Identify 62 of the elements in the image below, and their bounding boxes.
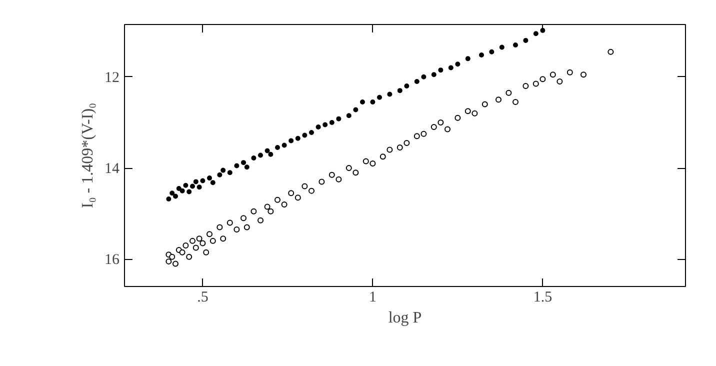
point: [275, 145, 280, 150]
point: [251, 156, 256, 160]
point: [479, 52, 484, 58]
point: [241, 160, 246, 166]
point: [489, 49, 494, 54]
point: [329, 120, 334, 125]
point: [234, 163, 240, 168]
point: [193, 179, 198, 184]
x-tick-label: 1: [368, 290, 376, 306]
x-axis-title: log P: [388, 310, 422, 326]
point: [217, 172, 222, 178]
point: [166, 196, 172, 202]
point: [513, 42, 518, 48]
point: [302, 132, 308, 138]
point: [387, 92, 392, 97]
point: [360, 99, 365, 104]
point: [227, 170, 232, 176]
point: [180, 188, 185, 194]
point: [448, 65, 454, 70]
point: [523, 38, 528, 43]
point: [207, 176, 212, 181]
point: [268, 152, 274, 157]
point: [404, 84, 410, 89]
y-tick-label: 14: [104, 161, 120, 178]
point: [190, 184, 195, 189]
point: [173, 194, 178, 199]
point: [170, 190, 175, 196]
y-tick-label: 16: [104, 252, 120, 268]
point: [288, 138, 294, 144]
point: [533, 31, 538, 36]
point: [220, 168, 226, 173]
point: [414, 78, 420, 84]
point: [370, 99, 376, 104]
point: [200, 178, 206, 184]
point: [336, 116, 342, 122]
point: [431, 72, 436, 78]
point: [322, 122, 328, 128]
point: [244, 164, 250, 170]
x-tick-label: .5: [197, 290, 208, 306]
y-tick-label: 12: [104, 70, 120, 86]
y-axis-title: I₀ - 1.409*(V-I)₀: [80, 102, 96, 208]
point: [353, 107, 358, 112]
point: [282, 142, 287, 148]
point: [176, 186, 182, 192]
point: [377, 94, 382, 100]
point: [264, 148, 270, 154]
point: [316, 124, 321, 130]
point: [196, 184, 202, 190]
point: [183, 182, 188, 188]
point: [421, 74, 426, 80]
x-tick-label: 1.5: [533, 290, 552, 306]
point: [465, 56, 470, 62]
point: [210, 180, 216, 186]
point: [309, 130, 314, 135]
point: [346, 113, 352, 118]
point: [186, 189, 192, 194]
point: [258, 152, 263, 158]
point: [438, 68, 444, 73]
point: [295, 136, 300, 141]
point: [499, 44, 504, 50]
point: [397, 88, 402, 94]
point: [455, 62, 460, 67]
